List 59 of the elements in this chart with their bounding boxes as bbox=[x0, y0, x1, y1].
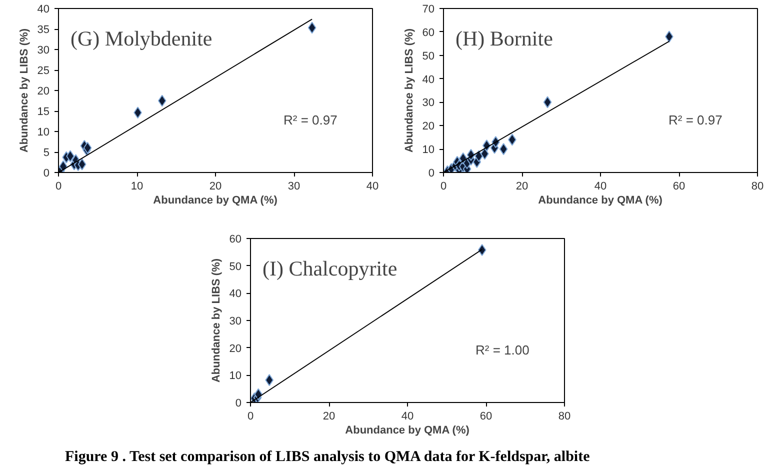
y-tick-label: 50 bbox=[422, 50, 435, 62]
x-tick-label: 80 bbox=[558, 410, 571, 422]
x-tick-label: 30 bbox=[288, 180, 300, 192]
point bbox=[499, 143, 508, 156]
y-tick-label: 25 bbox=[37, 65, 50, 77]
x-tick-label: 40 bbox=[594, 180, 607, 192]
x-tick-label: 40 bbox=[366, 180, 379, 192]
y-tick-label: 10 bbox=[37, 126, 50, 138]
annotation: R² = 0.97 bbox=[668, 112, 722, 128]
point bbox=[478, 244, 486, 256]
x-tick-label: 10 bbox=[130, 180, 144, 192]
y-tick-label: 20 bbox=[229, 342, 242, 355]
x-tick-label: 20 bbox=[516, 180, 528, 192]
y-tick-label: 10 bbox=[229, 370, 242, 382]
y-tick-label: 10 bbox=[422, 144, 435, 156]
x-tick-label: 0 bbox=[247, 410, 254, 422]
x-tick-label: 80 bbox=[751, 180, 764, 192]
point bbox=[78, 158, 86, 170]
x-tick-label: 20 bbox=[322, 410, 336, 422]
y-tick-label: 30 bbox=[422, 97, 435, 110]
y-axis-title: Abundance by LIBS (%) bbox=[18, 28, 30, 153]
y-tick-label: 0 bbox=[43, 168, 50, 180]
y-tick-label: 35 bbox=[37, 24, 50, 36]
y-tick-label: 15 bbox=[37, 106, 50, 118]
y-axis-title: Abundance by LIBS (%) bbox=[403, 28, 416, 153]
text: (H) Bornite bbox=[456, 26, 553, 50]
point bbox=[158, 94, 166, 107]
y-tick-label: 0 bbox=[428, 168, 435, 180]
point bbox=[543, 96, 552, 108]
y-tick-label: 40 bbox=[37, 4, 50, 16]
text: (G) Molybdenite bbox=[70, 26, 212, 50]
point bbox=[265, 374, 274, 386]
y-tick-label: 30 bbox=[37, 44, 50, 56]
y-tick-label: 20 bbox=[37, 86, 50, 98]
point bbox=[308, 22, 316, 34]
x-tick-label: 60 bbox=[480, 410, 492, 422]
y-tick-label: 40 bbox=[229, 288, 242, 300]
y-tick-label: 5 bbox=[43, 147, 50, 159]
y-axis-title: Abundance by LIBS (%) bbox=[210, 258, 222, 383]
x-tick-label: 20 bbox=[209, 180, 222, 192]
y-tick-label: 40 bbox=[422, 74, 435, 86]
annotation: R² = 1.00 bbox=[476, 342, 530, 358]
x-axis-title: Abundance by QMA (%) bbox=[345, 424, 470, 436]
y-tick-label: 60 bbox=[229, 234, 242, 246]
y-tick-label: 60 bbox=[422, 26, 435, 39]
y-tick-label: 50 bbox=[229, 260, 242, 273]
x-axis-title: Abundance by QMA (%) bbox=[538, 194, 663, 206]
x-tick-label: 40 bbox=[401, 410, 414, 422]
y-tick-label: 20 bbox=[422, 120, 435, 133]
x-axis-title: Abundance by QMA (%) bbox=[153, 194, 278, 206]
y-tick-label: 30 bbox=[229, 316, 242, 328]
annotation: R² = 0.97 bbox=[284, 112, 338, 128]
y-tick-label: 70 bbox=[422, 4, 435, 16]
text: (I) Chalcopyrite bbox=[262, 256, 398, 280]
x-tick-label: 0 bbox=[55, 180, 62, 192]
x-tick-label: 0 bbox=[440, 180, 447, 192]
caption: Figure 9 . Test set comparison of LIBS analysis to QMA data for K-feldspar, albite bbox=[64, 448, 590, 467]
y-tick-label: 0 bbox=[235, 398, 242, 410]
x-tick-label: 60 bbox=[672, 180, 686, 192]
